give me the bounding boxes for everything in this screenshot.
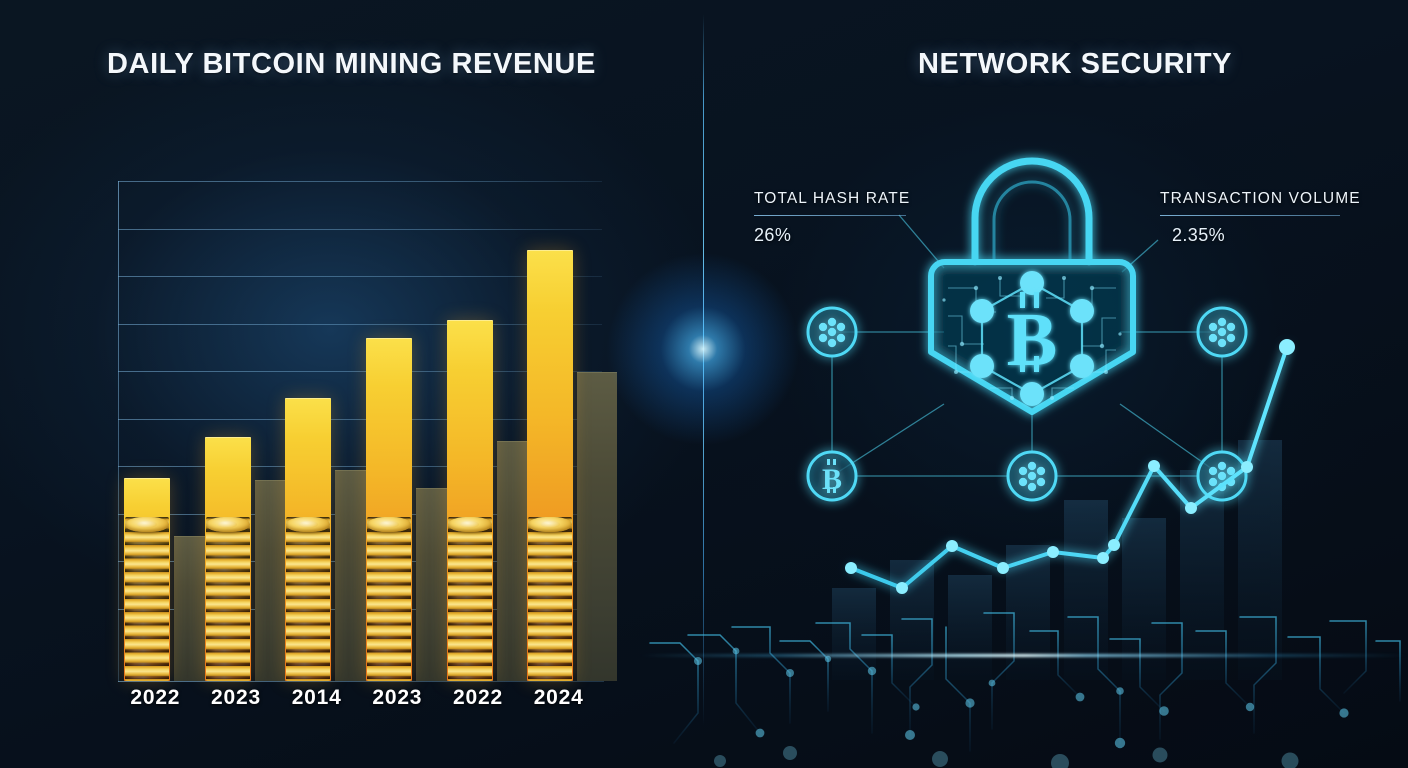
gridline [118,229,602,230]
x-axis-tick: 2023 [211,686,261,709]
y-axis-tick-labels: $500$500$900$500$700$600$000$000$000$000… [0,0,640,768]
bar-chart-panel: DAILY BITCOIN MINING REVENUE $500$500$90… [0,0,640,768]
coin-stack [125,517,169,681]
callout-label: TRANSACTION VOLUME [1160,190,1361,207]
callout-value: 2.35% [1172,225,1226,245]
coin-stack [205,517,250,681]
callout-underline [1160,215,1340,216]
callout-underline [754,215,906,216]
coin-stack [447,517,492,681]
callout-transaction-volume: TRANSACTION VOLUME 2.35% [1160,190,1361,246]
x-axis-tick: 2022 [130,686,181,709]
x-axis-line [118,681,604,682]
x-axis-tick: 2023 [372,686,423,709]
gridline [118,181,602,182]
page-title-right: NETWORK SECURITY [918,48,1233,80]
gridline [118,419,602,420]
coin-stack [286,517,331,681]
page-title-left: DAILY BITCOIN MINING REVENUE [107,48,596,80]
network-security-panel: NETWORK SECURITY [640,0,1408,768]
circuit-light-streak [640,654,1408,657]
gridline [118,371,602,372]
callout-label: TOTAL HASH RATE [754,190,911,207]
divider-glow-orb [603,249,803,449]
callout-value: 26% [754,225,792,245]
x-axis-tick: 2022 [453,686,503,709]
x-axis-tick: 2024 [533,686,584,709]
shadow-bar [577,372,618,681]
gridline [118,324,602,325]
x-axis-tick: 2014 [291,686,342,709]
circuit-board-texture [640,583,1408,768]
y-axis-line [118,181,119,682]
gridline [118,276,602,277]
coin-stack [367,517,411,681]
plot-area [118,181,618,681]
coin-stack [528,517,573,681]
gridline [118,466,602,467]
callout-total-hash-rate: TOTAL HASH RATE 26% [754,190,910,246]
